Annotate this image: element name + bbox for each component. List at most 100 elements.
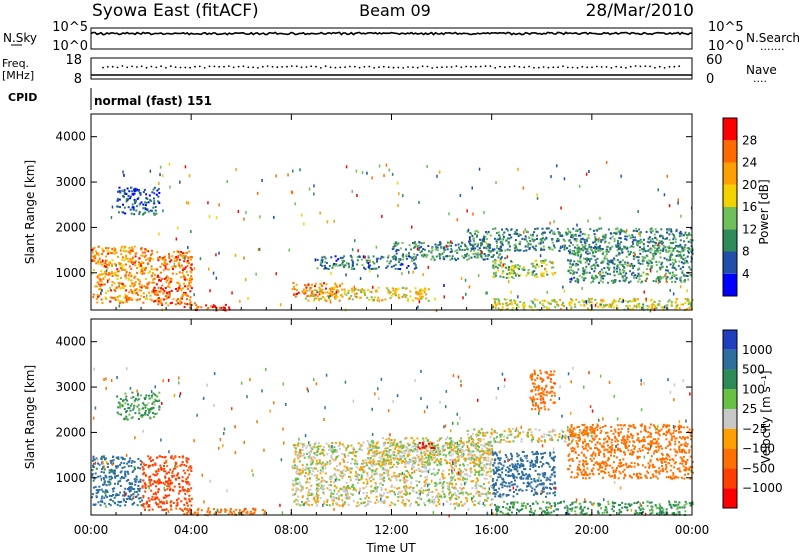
data-cell-118 [107,289,109,292]
data-cell-1322 [476,255,479,258]
data-cell-559 [157,286,160,289]
data-cell-1319 [474,243,477,246]
data-cell-1888 [662,241,665,244]
data-cell-144 [131,471,134,473]
data-cell-413 [165,461,168,464]
data-cell-1585 [362,465,365,468]
data-cell-2374 [569,262,572,265]
sparse-cell-25 [588,170,590,173]
nave-dot-66 [421,65,424,68]
data-cell-1906 [561,235,564,238]
data-cell-1321 [466,247,469,250]
data-cell-679 [124,212,127,215]
data-cell-2740 [641,262,644,265]
data-cell-1595 [508,245,511,248]
data-cell-422 [189,290,192,293]
data-cell-1551 [602,234,605,237]
sparse-cell-181 [523,230,525,234]
data-cell-2352 [601,248,604,250]
data-cell-1704 [462,444,465,447]
data-cell-2602 [601,253,604,255]
data-cell-2291 [650,298,653,301]
data-cell-940 [433,454,436,457]
data-cell-939 [297,457,300,460]
sparse-cell-254 [679,250,682,254]
data-cell-324 [147,485,150,488]
data-cell-1221 [347,445,350,448]
data-cell-2072 [635,304,638,307]
data-cell-591 [166,295,169,298]
data-cell-2554 [570,269,573,272]
data-cell-1093 [359,290,362,292]
data-cell-1171 [334,292,337,295]
data-cell-2746 [655,264,658,266]
data-cell-624 [164,295,167,298]
sparse-cell-108 [657,188,659,192]
data-cell-612 [153,286,156,289]
data-cell-1882 [623,230,626,233]
data-cell-10 [94,485,97,488]
data-cell-1598 [299,484,302,487]
data-cell-1629 [485,231,487,234]
sparse-cell-156 [649,269,652,273]
data-cell-1344 [438,241,441,244]
data-cell-436 [153,481,156,484]
data-cell-2128 [590,301,593,304]
data-cell-1880 [492,228,494,230]
data-cell-725 [129,404,132,407]
data-cell-138 [127,274,130,277]
data-cell-1051 [490,502,493,505]
data-cell-1485 [375,488,378,490]
data-cell-1674 [490,447,493,450]
data-cell-171 [110,461,113,464]
data-cell-225 [124,504,127,507]
data-cell-312 [150,460,152,463]
data-cell-1513 [316,490,319,493]
data-cell-1125 [415,292,418,295]
data-cell-137 [132,493,135,496]
sparse-cell-131 [660,277,662,281]
data-cell-668 [148,411,151,414]
data-cell-149 [141,499,144,502]
data-cell-52 [141,270,144,273]
data-cell-435 [161,288,164,291]
data-cell-2781 [618,251,621,254]
data-cell-1580 [675,228,678,231]
data-cell-129 [106,466,109,468]
data-cell-2501 [623,269,626,272]
nave-dot-38 [286,65,288,68]
data-cell-77 [130,487,133,490]
data-cell-1114 [332,287,335,290]
power-cbar-segment-7 [723,118,737,141]
data-cell-385 [148,504,150,507]
freq-tick-bottom: 8 [74,72,82,87]
data-cell-15 [125,271,128,273]
nave-label: Nave [746,63,777,77]
sparse-cell-196 [158,182,160,186]
data-cell-424 [164,480,167,483]
data-cell-203 [125,250,128,253]
data-cell-1272 [489,451,492,454]
nave-tick-top: 60 [706,53,723,68]
data-cell-1658 [298,453,301,456]
data-cell-1755 [556,238,559,241]
data-cell-2375 [657,279,660,282]
data-cell-590 [189,512,192,515]
data-cell-691 [152,206,155,209]
data-cell-1237 [454,250,457,253]
data-cell-485 [175,288,177,290]
data-cell-660 [196,306,199,309]
data-cell-96 [130,273,133,276]
data-cell-852 [356,463,359,466]
data-cell-1573 [476,234,479,237]
data-cell-615 [188,283,191,286]
data-cell-2021 [508,273,511,275]
data-cell-1656 [323,454,326,457]
data-cell-1961 [518,265,521,268]
data-cell-115 [95,496,98,499]
data-cell-897 [483,452,486,455]
data-cell-2434 [666,269,669,272]
data-cell-1715 [680,232,683,235]
data-cell-1662 [489,492,492,495]
